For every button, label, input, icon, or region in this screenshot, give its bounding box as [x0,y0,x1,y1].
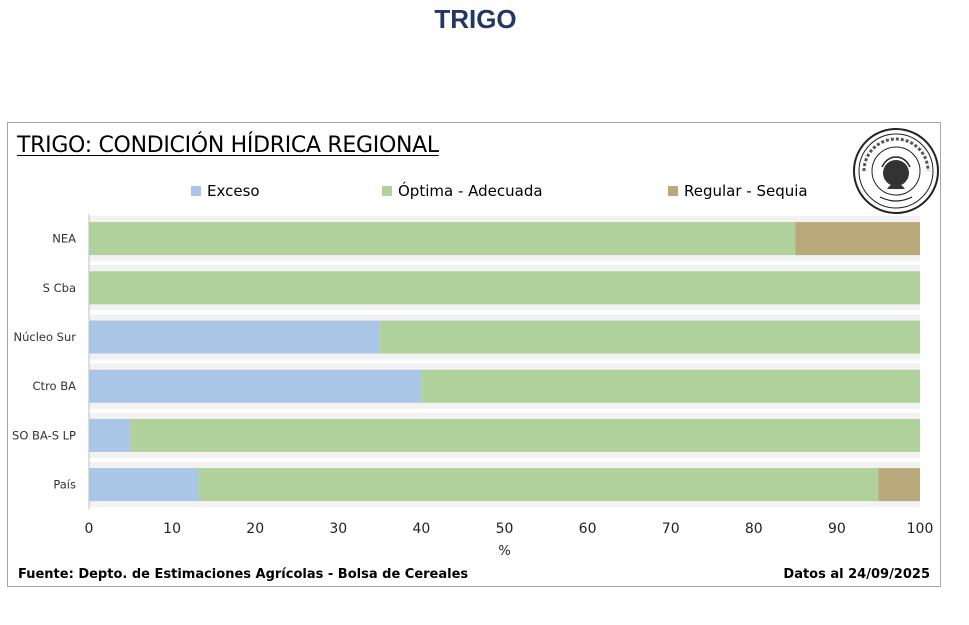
x-tick-label: 80 [745,521,763,537]
x-tick-label: 50 [496,521,514,537]
bar-regular-sequia-nea [795,222,920,256]
legend-swatch-exceso [191,186,201,196]
page-title: TRIGO [434,4,517,34]
chart-title: TRIGO: CONDICIÓN HÍDRICA REGIONAL [17,133,439,158]
y-tick-label: País [53,478,76,492]
x-tick-label: 70 [662,521,680,537]
legend-item-exceso: Exceso [191,182,260,200]
y-tick-label: S Cba [43,281,76,295]
bar-exceso-so-ba-s-lp [89,418,131,452]
y-tick-label: SO BA-S LP [12,428,76,442]
x-tick-label: 20 [246,521,264,537]
x-tick-label: 60 [579,521,597,537]
bar-optima-adecuada-pais [198,468,879,502]
x-tick-label: 0 [85,521,94,537]
footer-source: Fuente: Depto. de Estimaciones Agrícolas… [18,567,469,582]
chart-frame: TRIGO: CONDICIÓN HÍDRICA REGIONAL Exceso… [7,122,941,587]
bar-regular-sequia-pais [878,468,920,502]
x-tick-label: 40 [412,521,430,537]
footer-date: Datos al 24/09/2025 [783,567,930,582]
legend-label-optima: Óptima - Adecuada [398,182,543,200]
bar-exceso-nucleo-sur [89,320,380,354]
x-tick-label: 10 [163,521,181,537]
bar-optima-adecuada-ctro-ba [421,369,920,403]
x-tick-label: 30 [329,521,347,537]
bar-optima-adecuada-nea [89,222,796,256]
x-axis-label: % [498,544,510,559]
bar-optima-adecuada-so-ba-s-lp [130,418,921,452]
x-tick-label: 90 [828,521,846,537]
y-tick-label: Núcleo Sur [14,330,77,344]
legend-label-regular: Regular - Sequia [684,182,808,200]
bar-optima-adecuada-nucleo-sur [379,320,921,354]
y-tick-label: NEA [52,232,76,246]
legend-swatch-regular [668,186,678,196]
bar-optima-adecuada-s-cba [89,271,920,305]
y-tick-label: Ctro BA [33,379,77,393]
legend-item-optima: Óptima - Adecuada [382,182,543,200]
bar-exceso-pais [89,468,199,502]
bar-chart-plot: NEA S Cba Núcleo Sur Ctro BA SO BA-S LP País 0… [12,214,934,559]
bolsa-de-cereales-logo [853,128,939,214]
legend-swatch-optima [382,186,392,196]
x-tick-label: 100 [907,521,934,537]
legend-item-regular: Regular - Sequia [668,182,808,200]
bar-exceso-ctro-ba [89,369,422,403]
legend-label-exceso: Exceso [207,182,260,200]
chart-legend: Exceso Óptima - Adecuada Regular - Sequi… [8,182,940,204]
